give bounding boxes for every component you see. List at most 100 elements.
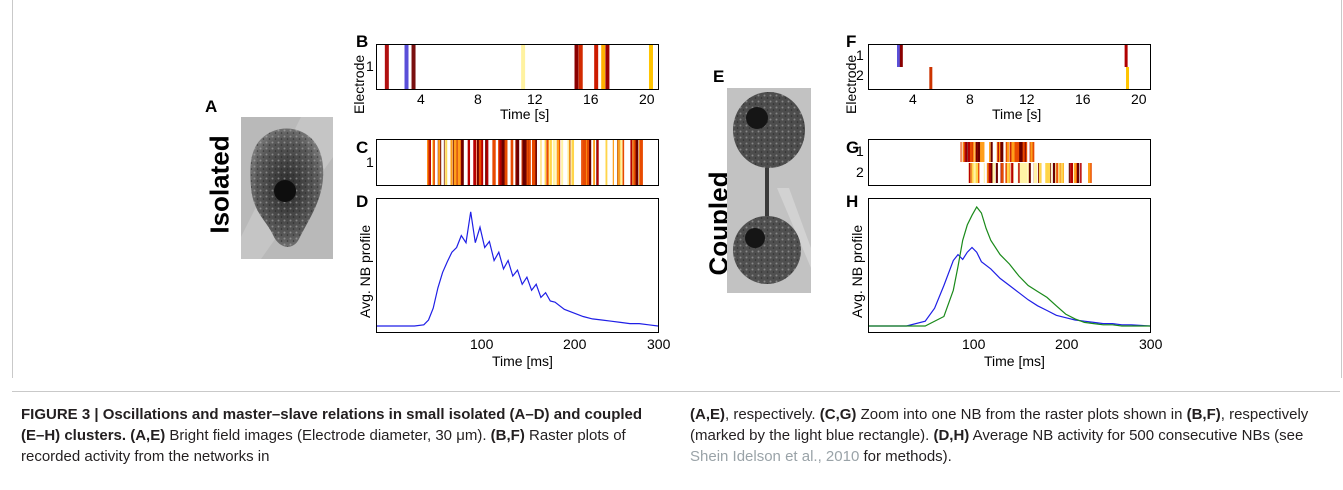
- caption-column-2: (A,E), respectively. (C,G) Zoom into one…: [690, 404, 1335, 467]
- raster-c-stripe-103: [559, 140, 561, 185]
- raster-c-stripe-44: [561, 140, 564, 185]
- caption-text-bf: Raster plots of recorded activity from t…: [21, 427, 626, 465]
- raster-g-row2-stripe-67: [975, 163, 979, 183]
- raster-g-row2-stripe-9: [1076, 163, 1080, 183]
- raster-c-stripe-95: [586, 140, 590, 185]
- caption-ref-ae: (A,E): [130, 427, 166, 444]
- raster-b-event-2: [411, 45, 416, 89]
- raster-b-event-5: [578, 45, 583, 89]
- raster-c-stripe-93: [499, 140, 502, 185]
- axis-label-d-profile: Avg. NB profile: [357, 224, 373, 318]
- raster-g-row2-stripe-24: [1080, 163, 1082, 183]
- citation-link[interactable]: Shein Idelson et al., 2010: [690, 448, 860, 465]
- raster-g-row1-stripe-52: [973, 142, 975, 162]
- raster-c-stripe-33: [527, 140, 531, 185]
- nb-h-series-1: [869, 205, 1150, 327]
- ms-tick-d-300: 300: [647, 336, 671, 352]
- raster-c-stripe-97: [457, 140, 461, 185]
- raster-c-stripe-34: [619, 140, 621, 185]
- raster-g-row2-stripe-58: [987, 163, 991, 183]
- raster-g-row1-stripe-47: [1007, 142, 1009, 162]
- raster-g-row2-stripe-73: [1059, 163, 1061, 183]
- raster-b-event-1: [404, 45, 409, 89]
- raster-g-row2-stripe-51: [1021, 163, 1026, 183]
- s-tick-f-4: 4: [909, 91, 917, 107]
- raster-g-row2-stripe-69: [1074, 163, 1077, 183]
- raster-g-row2-stripe-71: [1088, 163, 1091, 183]
- raster-c-stripe-79: [474, 140, 477, 185]
- caption2-text-cg: Zoom into one NB from the raster plots s…: [856, 406, 1187, 423]
- raster-b-event-3: [521, 45, 526, 89]
- raster-c-stripe-72: [605, 140, 608, 185]
- raster-f-event-3: [1124, 45, 1128, 67]
- raster-plot-f: [868, 44, 1151, 90]
- s-tick-f-12: 12: [1019, 91, 1035, 107]
- raster-b-event-7: [601, 45, 606, 89]
- raster-c-stripe-28: [473, 140, 476, 185]
- raster-g-row2-stripe-48: [1024, 163, 1028, 183]
- panel-label-h: H: [846, 192, 859, 211]
- raster-c-stripe-105: [493, 140, 496, 185]
- raster-c-stripe-106: [549, 140, 552, 185]
- figure-frame: [12, 0, 1342, 378]
- caption2-ref-dh: (D,H): [933, 427, 970, 444]
- axis-label-d-time: Time [ms]: [492, 353, 553, 369]
- raster-g-row2-stripe-65: [1001, 163, 1004, 183]
- raster-g-row1-stripe-57: [1009, 142, 1011, 162]
- raster-b-event-0: [384, 45, 389, 89]
- electrode-tick-c-1: 1: [366, 154, 374, 170]
- raster-c-stripe-17: [567, 140, 569, 185]
- nb-d-series-0: [377, 211, 658, 327]
- raster-g-row2-stripe-74: [1033, 163, 1036, 183]
- raster-g-row1-stripe-11: [975, 142, 979, 162]
- raster-c-svg: [427, 140, 643, 185]
- caption2-ref-bf: (B,F): [1186, 406, 1221, 423]
- electrode-tick-g-2: 2: [856, 164, 864, 180]
- raster-c-stripe-96: [558, 140, 560, 185]
- raster-c-stripe-104: [526, 140, 529, 185]
- raster-f-event-4: [1126, 67, 1130, 89]
- panel-label-g: G: [846, 138, 860, 157]
- raster-c-stripe-89: [461, 140, 464, 185]
- isolated-label: Isolated: [204, 135, 235, 234]
- raster-g-row2-stripe-59: [1028, 163, 1031, 183]
- electrode-tick-b-1: 1: [366, 58, 374, 74]
- raster-c-stripe-67: [540, 140, 542, 185]
- caption-text-ae: Bright field images (Electrode diameter,…: [165, 427, 491, 444]
- raster-g-svg: [960, 142, 1092, 183]
- raster-g-row1-stripe-2: [989, 142, 991, 162]
- raster-c-stripe-13: [593, 140, 596, 185]
- raster-g-row2-stripe-7: [1068, 163, 1070, 183]
- raster-b-svg: [384, 45, 653, 89]
- raster-c-stripe-83: [532, 140, 536, 185]
- panel-label-b: B: [356, 32, 369, 51]
- raster-g-row2-stripe-1: [995, 163, 998, 183]
- raster-c-stripe-100: [617, 140, 620, 185]
- raster-c-stripe-59: [639, 140, 643, 185]
- raster-c-stripe-75: [480, 140, 484, 185]
- axis-label-b-time: Time [s]: [500, 106, 550, 122]
- s-tick-f-20: 20: [1131, 91, 1147, 107]
- raster-g-row1-stripe-39: [978, 142, 981, 162]
- raster-c-stripe-10: [571, 140, 573, 185]
- raster-c-stripe-91: [552, 140, 556, 185]
- isolated-cluster-image-svg: [241, 117, 333, 259]
- raster-c-stripe-102: [501, 140, 505, 185]
- isolated-cluster-image: [241, 117, 333, 259]
- raster-g-row2-stripe-70: [987, 163, 989, 183]
- raster-g-row2-stripe-39: [1018, 163, 1021, 183]
- ms-tick-h-300: 300: [1139, 336, 1163, 352]
- axis-label-f-electrode: Electrode: [843, 54, 859, 114]
- raster-g-row1-stripe-53: [990, 142, 993, 162]
- raster-f-svg: [897, 45, 1130, 89]
- raster-g-row2-stripe-72: [1052, 163, 1056, 183]
- raster-c-stripe-64: [438, 140, 441, 185]
- raster-c-stripe-109: [427, 140, 430, 185]
- raster-c-stripe-27: [432, 140, 435, 185]
- raster-g-row2-stripe-61: [1006, 163, 1010, 183]
- raster-g-row1-stripe-48: [963, 142, 965, 162]
- raster-g-row2-stripe-68: [1045, 163, 1048, 183]
- raster-g-row2-stripe-21: [1059, 163, 1063, 183]
- caption2-text-end: for methods).: [859, 448, 952, 465]
- electrode-tick-f-1: 1: [856, 47, 864, 63]
